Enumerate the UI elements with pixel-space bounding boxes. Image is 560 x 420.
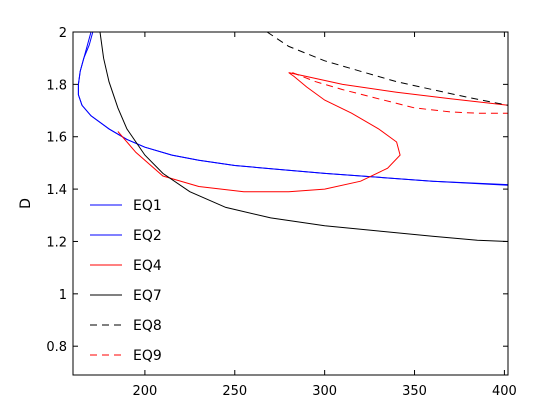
y-tick-label: 1.8 — [46, 78, 67, 93]
legend: EQ1 EQ2 EQ4 EQ7 EQ8 EQ9 — [90, 198, 162, 364]
series-line-eq9 — [292, 72, 508, 114]
series-line-eq2 — [77, 32, 508, 186]
legend-label-eq4: EQ4 — [133, 258, 162, 274]
y-tick-label: 1.2 — [46, 235, 67, 250]
series-line-eq7 — [99, 32, 508, 242]
x-tick-label: 400 — [492, 384, 517, 399]
legend-label-eq7: EQ7 — [133, 288, 162, 304]
plot-frame — [72, 31, 509, 376]
series-line-eq1 — [77, 32, 508, 186]
x-tick-label: 250 — [222, 384, 247, 399]
series-line-eq4 — [117, 72, 508, 193]
series-line-eq8 — [266, 32, 508, 106]
x-tick-label: 350 — [402, 384, 427, 399]
y-tick-label: 0.8 — [46, 340, 67, 355]
y-tick-label: 1 — [59, 288, 67, 303]
legend-label-eq9: EQ9 — [133, 348, 162, 364]
x-tick-label: 200 — [132, 384, 157, 399]
legend-label-eq2: EQ2 — [133, 228, 162, 244]
axis-ticks: 200 250 300 350 400 0.8 1 1.2 1.4 1.6 1.8 2 — [46, 26, 517, 399]
y-tick-label: 1.6 — [46, 131, 67, 146]
plot-curves — [77, 32, 508, 242]
y-tick-label: 2 — [59, 26, 67, 41]
legend-label-eq8: EQ8 — [133, 318, 162, 334]
y-axis-label: D — [18, 198, 34, 209]
x-tick-label: 300 — [312, 384, 337, 399]
legend-label-eq1: EQ1 — [133, 198, 162, 214]
y-tick-label: 1.4 — [46, 183, 67, 198]
